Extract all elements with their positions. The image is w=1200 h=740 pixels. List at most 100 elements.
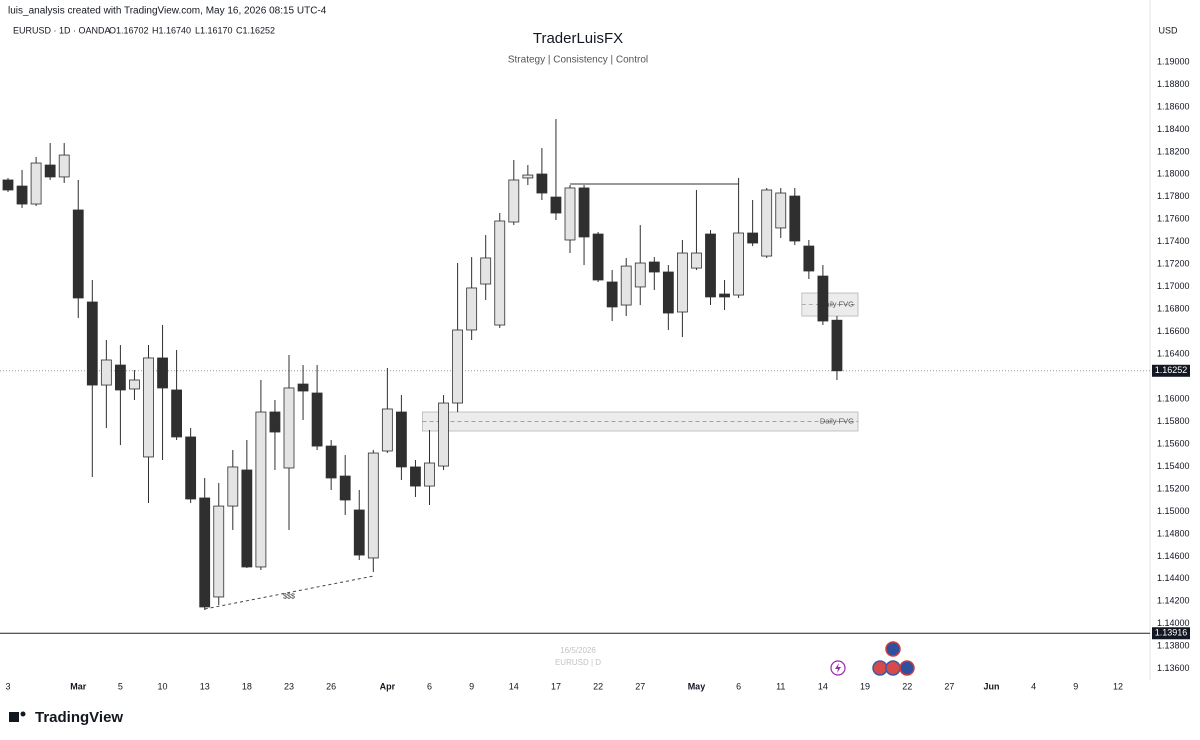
x-tick-label: 27: [635, 681, 645, 691]
y-tick-label: 1.17000: [1157, 281, 1190, 291]
event-glyph: [835, 663, 841, 673]
logo-mark: [9, 712, 19, 722]
x-tick-label: 17: [551, 681, 561, 691]
candle-body: [410, 466, 421, 487]
x-tick-label: May: [688, 681, 706, 691]
y-tick-label: 1.15800: [1157, 416, 1190, 426]
y-tick-label: 1.16000: [1157, 393, 1190, 403]
x-tick-label: Jun: [983, 681, 999, 691]
y-tick-label: 1.14200: [1157, 596, 1190, 606]
y-tick-label: 1.13800: [1157, 641, 1190, 651]
y-tick-label: 1.14000: [1157, 618, 1190, 628]
candle-body: [480, 257, 492, 285]
candle-body: [803, 245, 815, 272]
x-tick-label: 4: [1031, 681, 1036, 691]
y-tick-label: 1.18200: [1157, 146, 1190, 156]
y-tick-label: 1.17400: [1157, 236, 1190, 246]
y-tick-label: 1.14400: [1157, 573, 1190, 583]
y-tick-label: 1.14600: [1157, 551, 1190, 561]
ohlc-open: O1.16702: [109, 25, 149, 35]
candle-body: [662, 271, 674, 314]
y-tick-label: 1.15400: [1157, 461, 1190, 471]
y-tick-label: 1.14800: [1157, 528, 1190, 538]
y-tick-label: 1.16400: [1157, 349, 1190, 359]
y-tick-label: 1.16600: [1157, 326, 1190, 336]
x-tick-label: Mar: [70, 681, 87, 691]
x-tick-label: 5: [118, 681, 123, 691]
candles: [2, 118, 843, 610]
candle-body: [325, 445, 337, 479]
candle-body: [705, 233, 716, 298]
candle-body: [241, 469, 253, 568]
y-tick-label: 1.16800: [1157, 304, 1190, 314]
y-tick-label: 1.17800: [1157, 191, 1190, 201]
fvg-label: Daily FVG: [820, 300, 854, 309]
candle-body: [522, 174, 534, 179]
y-tick-label: 1.18400: [1157, 124, 1190, 134]
event-icons: [830, 641, 915, 676]
attribution: luis_analysis created with TradingView.c…: [8, 6, 327, 17]
watermark-symbol: EURUSD | D: [555, 658, 601, 667]
candle-body: [185, 436, 197, 500]
candle-body: [606, 281, 618, 308]
x-tick-label: 3: [5, 681, 10, 691]
x-tick-label: 13: [200, 681, 210, 691]
candle-body: [199, 497, 211, 608]
x-tick-label: Apr: [380, 681, 396, 691]
candle-body: [719, 293, 730, 298]
ohlc-close: C1.16252: [236, 25, 275, 35]
y-tick-label: 1.17200: [1157, 259, 1190, 269]
candle-body: [367, 452, 379, 559]
candle-body: [353, 509, 365, 556]
candle-body: [16, 185, 28, 205]
candle-body: [452, 329, 464, 404]
watermark-date: 16/5/2026: [560, 646, 596, 655]
x-tick-label: 14: [509, 681, 519, 691]
x-tick-label: 23: [284, 681, 294, 691]
currency: USD: [1158, 25, 1178, 35]
candle-body: [143, 357, 154, 458]
event-icon: [885, 660, 901, 676]
x-tick-label: 6: [427, 681, 432, 691]
candle-body: [691, 252, 702, 269]
candle-body: [747, 232, 759, 244]
candle-body: [620, 265, 632, 306]
candle-body: [339, 475, 351, 501]
current-price-label: 1.16252: [1155, 365, 1188, 375]
x-tick-label: 27: [944, 681, 954, 691]
candle-body: [255, 411, 267, 568]
candle-body: [536, 173, 548, 194]
candle-body: [494, 220, 506, 326]
candle-body: [592, 233, 604, 281]
candle-body: [677, 252, 688, 313]
ohlc-low: L1.16170: [195, 25, 233, 35]
x-tick-label: 6: [736, 681, 741, 691]
y-tick-label: 1.18000: [1157, 169, 1190, 179]
candle-body: [100, 359, 112, 386]
event-icon: [899, 660, 915, 676]
candle-body: [157, 357, 168, 389]
candle-body: [395, 411, 407, 468]
candle-body: [381, 408, 393, 452]
y-tick-label: 1.15000: [1157, 506, 1190, 516]
candle-body: [227, 466, 239, 507]
chart-subtitle: Strategy | Consistency | Control: [508, 55, 648, 66]
event-icon: [885, 641, 901, 657]
current-price-label-box: [1152, 364, 1190, 377]
candle-body: [72, 209, 84, 299]
x-tick-label: 22: [593, 681, 603, 691]
y-tick-label: 1.18600: [1157, 101, 1190, 111]
logo-text: TradingView: [35, 709, 123, 726]
symbol-info: EURUSD · 1D · OANDA: [13, 25, 111, 35]
candle-body: [2, 179, 14, 191]
x-tick-label: 11: [776, 681, 785, 691]
candle-body: [733, 232, 744, 296]
x-tick-label: 26: [326, 681, 336, 691]
candle-body: [171, 389, 183, 438]
candle-body: [508, 179, 520, 223]
candle-body: [283, 387, 295, 469]
x-tick-label: 22: [902, 681, 912, 691]
candle-body: [424, 462, 435, 487]
fvg-label: Daily FVG: [820, 416, 854, 425]
